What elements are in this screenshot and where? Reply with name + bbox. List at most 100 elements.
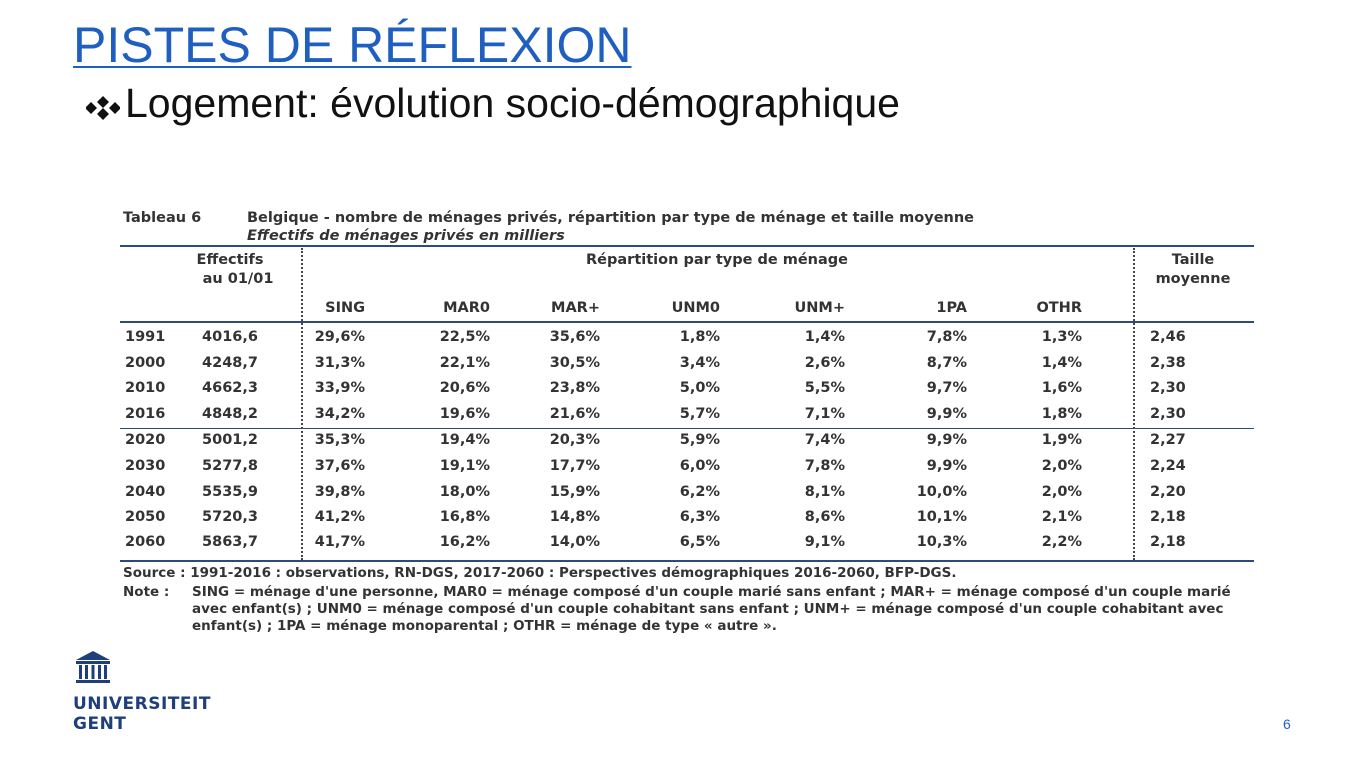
cell: 20,6% [439,380,490,396]
cell: 2,30 [1150,380,1186,396]
cell: 3,4% [679,355,720,371]
source: Source : 1991-2016 : observations, RN-DG… [123,565,957,581]
cell: 5277,8 [202,458,258,474]
cell: 4662,3 [202,380,258,396]
cell: 2,20 [1150,484,1186,500]
cell: 2050 [125,509,166,525]
cell: 1,4% [804,329,845,345]
column-header: UNM+ [794,300,846,316]
cell: 23,8% [549,380,600,396]
cell: 5,7% [679,406,720,422]
cell: 22,5% [439,329,490,345]
cell: 37,6% [314,458,365,474]
cell: 21,6% [549,406,600,422]
cell: 4848,2 [202,406,258,422]
column-header: SING [325,300,365,316]
cell: 7,1% [804,406,845,422]
cell: 1,8% [1041,406,1082,422]
logo-text: UNIVERSITEIT [73,694,211,714]
cell: 6,0% [679,458,720,474]
cell: 5001,2 [202,432,258,448]
table-subtitle: Effectifs de ménages privés en milliers [247,228,565,244]
cell: 2030 [125,458,166,474]
column-header: Taille [1171,252,1215,268]
cell: 16,2% [439,534,490,550]
cell: 41,2% [314,509,365,525]
cell: 9,9% [926,458,967,474]
cell: 4248,7 [202,355,258,371]
cell: 2,2% [1041,534,1082,550]
rule [120,560,1254,562]
divider [301,248,303,560]
logo-icon [76,651,110,683]
cell: 7,8% [804,458,845,474]
bullet-text: Logement: évolution socio-démographique [125,80,900,126]
bullet-icon [86,96,120,120]
column-header: Effectifs [196,252,264,268]
cell: 2,46 [1150,329,1186,345]
cell: 2010 [125,380,166,396]
cell: 31,3% [314,355,365,371]
cell: 16,8% [439,509,490,525]
cell: 19,4% [439,432,490,448]
column-header: MAR+ [551,300,600,316]
cell: 9,7% [926,380,967,396]
cell: 2060 [125,534,166,550]
cell: 19,1% [439,458,490,474]
cell: 22,1% [439,355,490,371]
note: SING = ménage d'une personne, MAR0 = mén… [192,584,1231,634]
cell: 1,9% [1041,432,1082,448]
cell: 2,0% [1041,484,1082,500]
cell: 6,3% [679,509,720,525]
cell: 2,18 [1150,534,1186,550]
cell: 2,38 [1150,355,1186,371]
cell: 34,2% [314,406,365,422]
column-header: 1PA [936,300,967,316]
rule [120,321,1254,323]
cell: 2040 [125,484,166,500]
cell: 1,6% [1041,380,1082,396]
cell: 7,4% [804,432,845,448]
column-header: au 01/01 [202,271,274,287]
cell: 2,27 [1150,432,1186,448]
cell: 2016 [125,406,166,422]
cell: 5535,9 [202,484,258,500]
cell: 8,7% [926,355,967,371]
cell: 9,9% [926,432,967,448]
cell: 5863,7 [202,534,258,550]
cell: 2,24 [1150,458,1186,474]
cell: 2,18 [1150,509,1186,525]
cell: 8,6% [804,509,845,525]
cell: 4016,6 [202,329,258,345]
cell: 17,7% [549,458,600,474]
cell: 19,6% [439,406,490,422]
cell: 2,6% [804,355,845,371]
cell: 29,6% [314,329,365,345]
cell: 9,1% [804,534,845,550]
cell: 10,3% [916,534,967,550]
cell: 35,3% [314,432,365,448]
table-label: Tableau 6 [123,210,202,226]
cell: 5,9% [679,432,720,448]
cell: 14,0% [549,534,600,550]
cell: 7,8% [926,329,967,345]
cell: 20,3% [549,432,600,448]
cell: 39,8% [314,484,365,500]
cell: 2,30 [1150,406,1186,422]
cell: 2000 [125,355,166,371]
slide-title: PISTES DE RÉFLEXION [73,17,632,73]
cell: 8,1% [804,484,845,500]
cell: 10,1% [916,509,967,525]
cell: 35,6% [549,329,600,345]
cell: 9,9% [926,406,967,422]
logo-text: GENT [73,714,127,734]
cell: 14,8% [549,509,600,525]
cell: 6,2% [679,484,720,500]
cell: 1991 [125,329,166,345]
column-header: MAR0 [443,300,490,316]
cell: 41,7% [314,534,365,550]
cell: 5,0% [679,380,720,396]
cell: 30,5% [549,355,600,371]
column-header: UNM0 [671,300,720,316]
